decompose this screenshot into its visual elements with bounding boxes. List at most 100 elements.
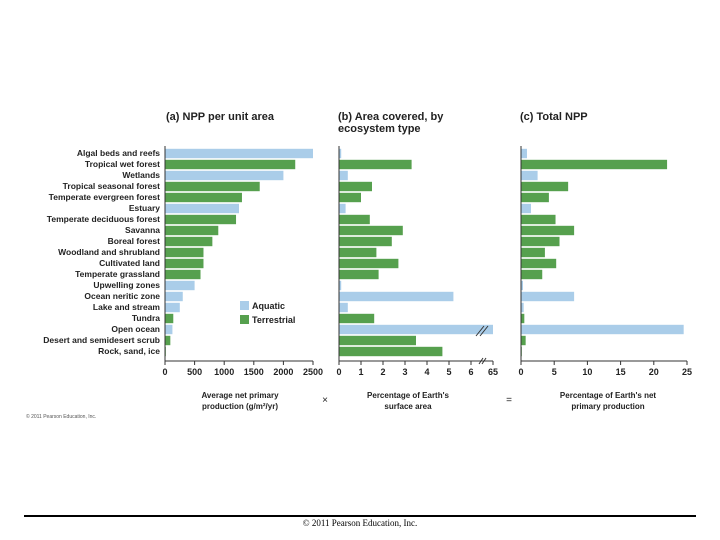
footer-copyright: © 2011 Pearson Education, Inc. [302,518,418,528]
bar-b-14 [339,302,348,313]
bar-a-11 [165,269,201,280]
category-label: Desert and semidesert scrub [43,335,160,345]
panel-b-title-line1: (b) Area covered, by [338,111,444,123]
bar-c-17 [521,335,526,346]
legend-aquatic-swatch [240,301,249,310]
category-label: Lake and stream [93,302,161,312]
bar-c-14 [521,302,524,313]
tick-label-b: 5 [446,367,451,377]
bar-c-12 [521,280,523,291]
axis-break-mark [479,325,489,337]
bar-a-8 [165,236,213,247]
bar-b-3 [339,181,372,192]
bar-c-16 [521,324,684,335]
tick-label-c: 15 [616,367,626,377]
category-label: Savanna [125,225,160,235]
category-label: Tropical wet forest [85,159,160,169]
bar-a-12 [165,280,195,291]
category-label: Tundra [132,313,160,323]
bar-c-0 [521,148,527,159]
panel-b-bars [339,148,493,357]
category-label: Boreal forest [108,236,161,246]
tick-label-b: 2 [380,367,385,377]
tick-label-a: 1000 [214,367,234,377]
bar-c-11 [521,269,543,280]
legend-terrestrial-label: Terrestrial [252,315,295,325]
panel-a-title: (a) NPP per unit area [166,111,275,123]
tick-label-c: 5 [552,367,557,377]
bar-c-2 [521,170,538,181]
panel-c-title: (c) Total NPP [520,111,588,123]
bar-c-9 [521,247,545,258]
bar-b-12 [339,280,342,291]
panel-c-xlabel-line2: primary production [571,402,644,411]
bar-a-3 [165,181,260,192]
bar-a-13 [165,291,183,302]
category-label: Rock, sand, ice [98,346,160,356]
tick-label-b: 3 [402,367,407,377]
bar-c-10 [521,258,557,269]
bar-a-4 [165,192,242,203]
category-label: Temperate grassland [75,269,160,279]
axes: 0 500 1000 1500 2000 2500 0 1 2 3 4 5 6 65 0 5 10 15 20 25 [162,146,692,377]
bar-c-8 [521,236,560,247]
bar-c-13 [521,291,575,302]
bar-b-17 [339,335,416,346]
times-operator: × [322,395,328,406]
axis-break-mark [481,357,487,365]
legend-terrestrial-swatch [240,315,249,324]
category-label: Cultivated land [99,258,160,268]
bar-b-8 [339,236,392,247]
legend-aquatic-label: Aquatic [252,301,285,311]
bar-b-4 [339,192,361,203]
category-label: Open ocean [111,324,160,334]
bar-a-15 [165,313,174,324]
tick-label-b: 65 [488,367,498,377]
bar-c-15 [521,313,525,324]
bar-b-0 [339,148,342,159]
bar-b-1 [339,159,412,170]
tick-label-c: 20 [649,367,659,377]
bar-a-9 [165,247,204,258]
bar-c-3 [521,181,569,192]
tick-label-a: 500 [187,367,202,377]
category-label: Estuary [129,203,160,213]
figure-watermark: © 2011 Pearson Education, Inc. [26,413,96,420]
bar-a-16 [165,324,173,335]
panel-c-xlabel-line1: Percentage of Earth's net [560,391,656,400]
category-label: Woodland and shrubland [58,247,160,257]
bar-c-4 [521,192,549,203]
panel-b-title-line2: ecosystem type [338,123,421,135]
tick-label-b: 6 [468,367,473,377]
tick-label-a: 2500 [303,367,323,377]
bar-a-7 [165,225,219,236]
panel-a-xlabel-line1: Average net primary [201,391,279,400]
bar-b-9 [339,247,377,258]
bar-c-1 [521,159,668,170]
bar-b-10 [339,258,399,269]
bar-b-16 [339,324,493,335]
bar-b-6 [339,214,370,225]
axis-break-mark [478,357,484,365]
bar-a-10 [165,258,204,269]
tick-label-a: 0 [162,367,167,377]
bar-b-2 [339,170,348,181]
tick-label-c: 0 [518,367,523,377]
tick-label-a: 2000 [273,367,293,377]
bar-a-0 [165,148,313,159]
panel-a-xlabel-line2: production (g/m²/yr) [202,402,278,411]
bar-c-7 [521,225,575,236]
bar-a-5 [165,203,239,214]
panel-a-bars [165,148,313,357]
category-label: Temperate deciduous forest [47,214,160,224]
tick-label-c: 25 [682,367,692,377]
bar-a-1 [165,159,296,170]
footer-divider [24,515,696,517]
bar-b-5 [339,203,346,214]
axis-break-mark [475,325,485,337]
category-label: Temperate evergreen forest [49,192,161,202]
equals-operator: = [506,395,512,406]
category-label: Wetlands [122,170,160,180]
